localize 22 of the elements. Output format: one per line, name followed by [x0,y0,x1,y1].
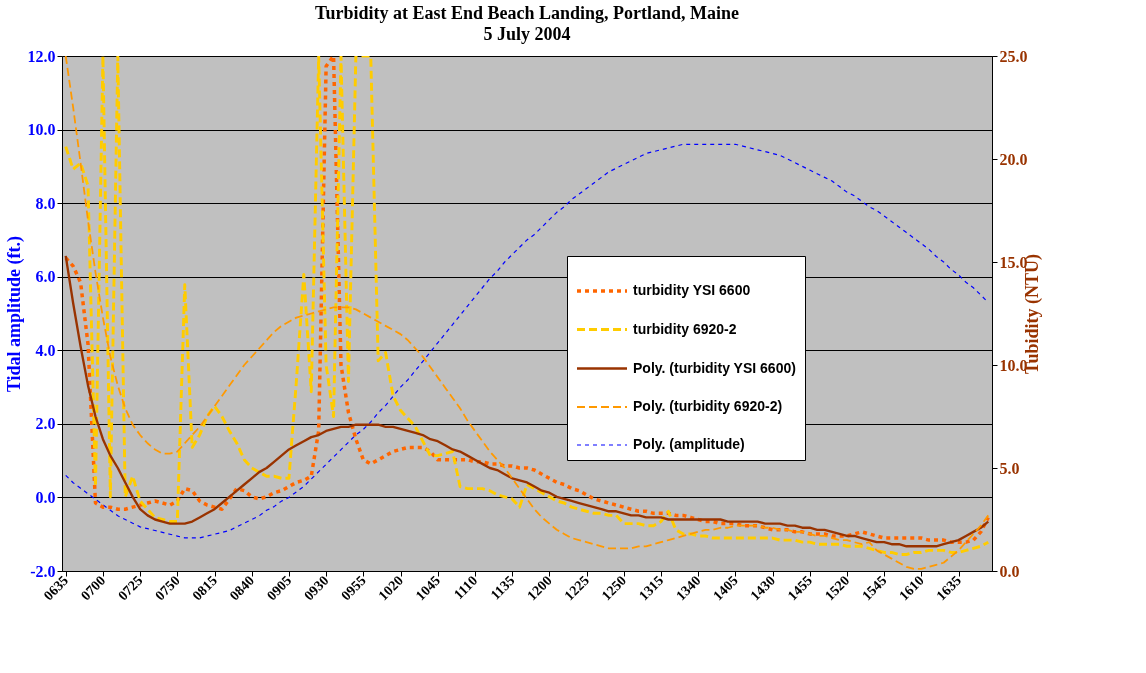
y-tick-label: 10.0 [27,121,56,139]
chart-title: Turbidity at East End Beach Landing, Portland, Maine [315,3,739,23]
line-series [65,143,989,539]
y-tick-label: 8.0 [35,194,56,212]
legend-label: Poly. (amplitude) [633,436,745,452]
y2-tick-label: 20.0 [999,150,1028,168]
y2-tick-label: 5.0 [999,459,1020,477]
legend-label: turbidity 6920-2 [633,320,737,337]
y-tick-label: 6.0 [35,268,56,286]
legend-label: Poly. (turbidity 6920-2) [633,398,783,414]
y-tick-label: -2.0 [30,562,56,580]
y-axis-title: Tidal amplitude (ft.) [3,235,25,393]
y-tick-label: 4.0 [35,341,56,359]
legend-label: Poly. (turbidity YSI 6600) [633,359,796,376]
y-tick-label: 2.0 [35,415,56,433]
y2-tick-label: 0.0 [999,562,1020,580]
chart-subtitle: 5 July 2004 [483,24,571,44]
y-tick-label: 12.0 [27,47,56,65]
legend-label: turbidity YSI 6600 [633,282,751,298]
y-tick-label: 0.0 [35,488,56,506]
x-tick-label: 1110 [451,572,481,603]
y2-tick-label: 25.0 [999,47,1028,65]
